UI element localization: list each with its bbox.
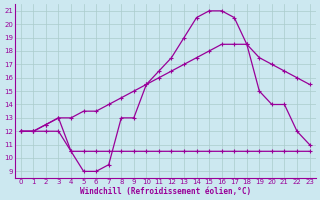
X-axis label: Windchill (Refroidissement éolien,°C): Windchill (Refroidissement éolien,°C) <box>80 187 251 196</box>
